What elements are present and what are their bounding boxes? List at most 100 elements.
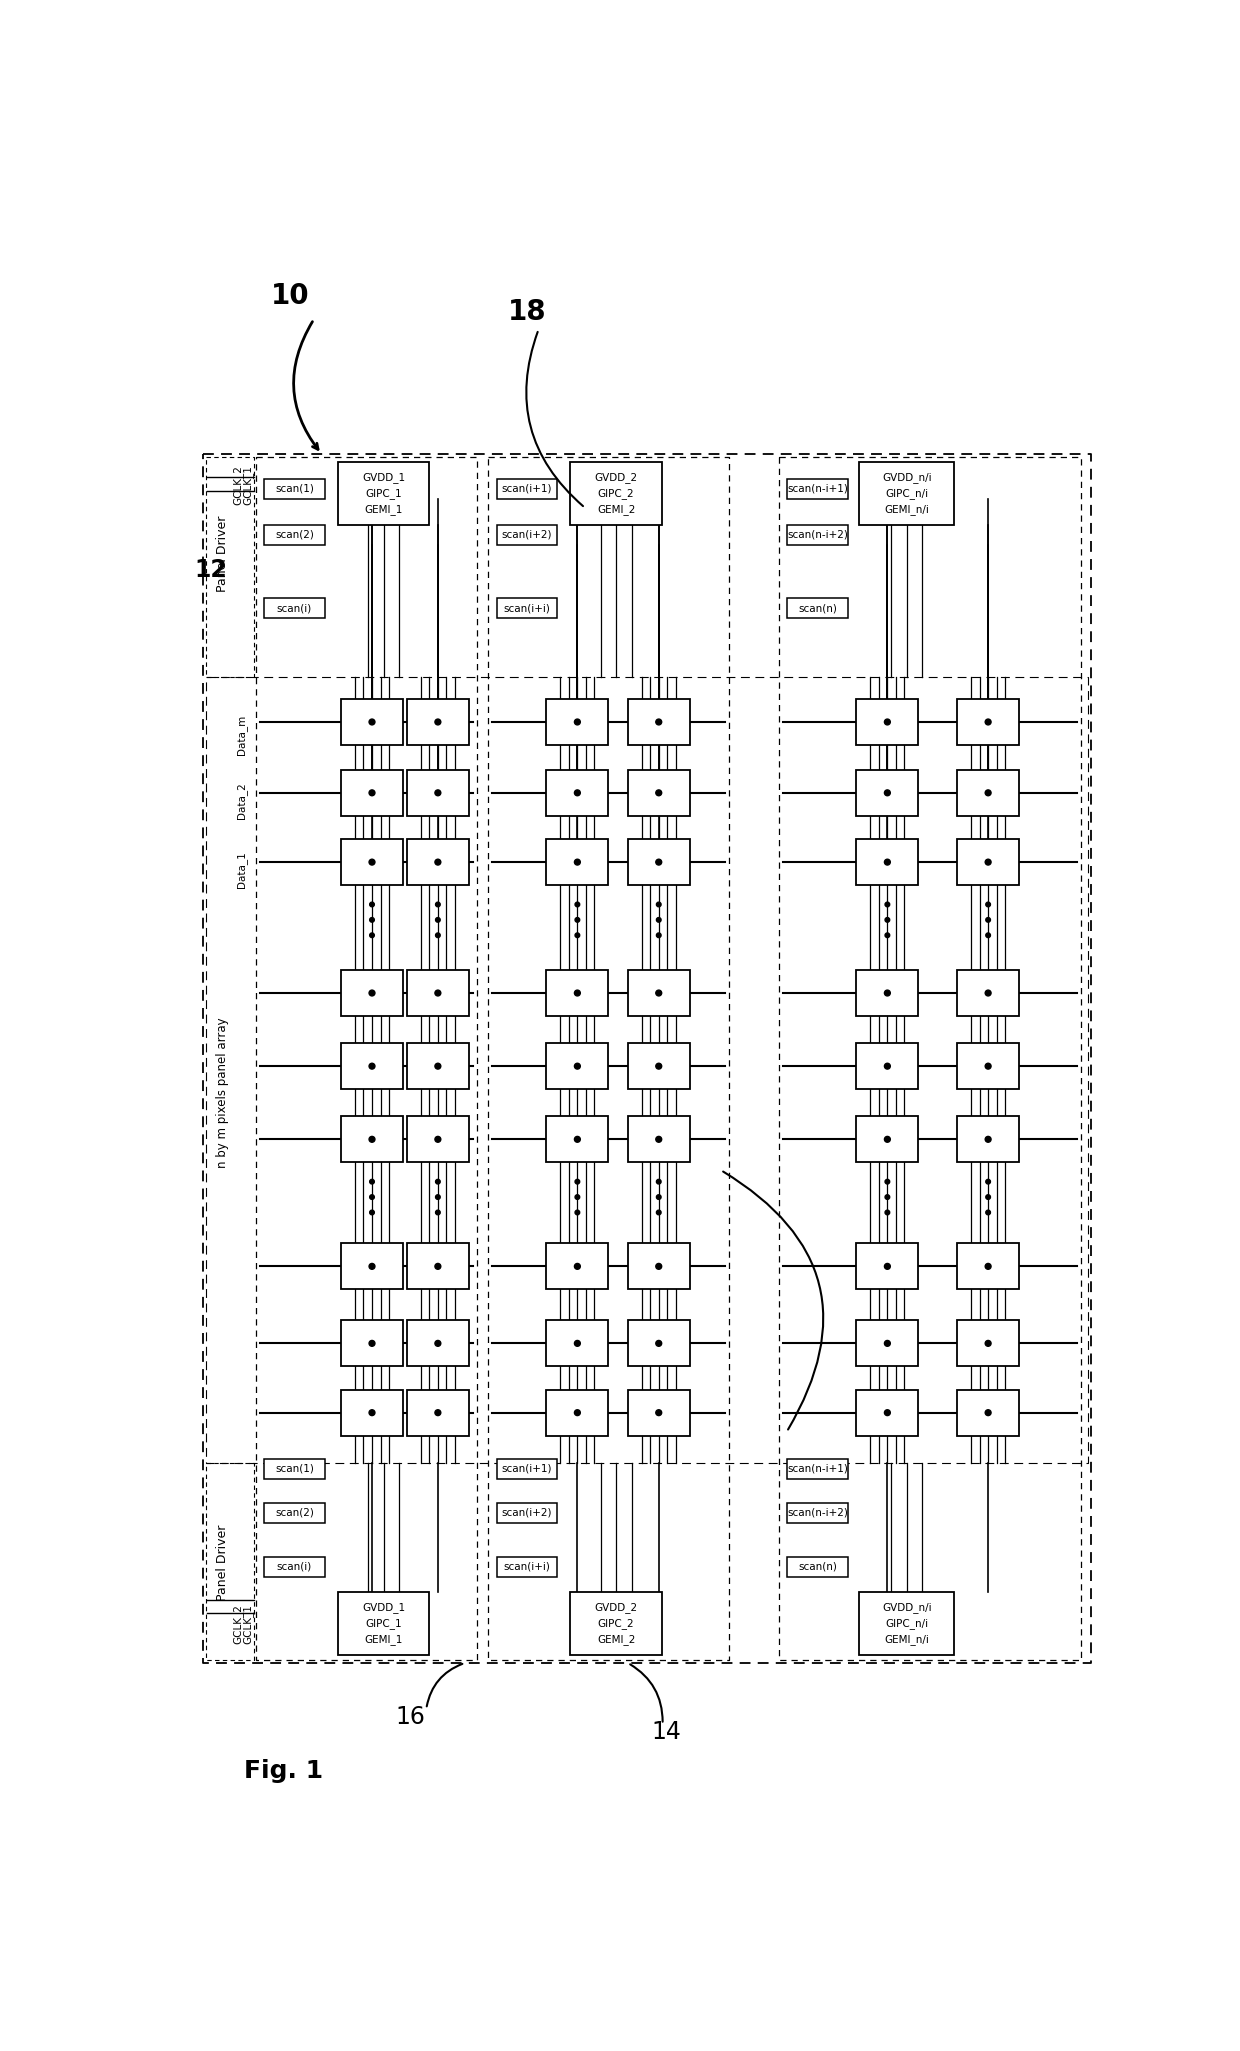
Bar [787,525,848,546]
Text: GEMI_1: GEMI_1 [365,1635,403,1645]
Bar [857,1391,919,1436]
Text: scan(i+i): scan(i+i) [503,603,551,613]
Bar [859,1592,954,1655]
Text: scan(i+2): scan(i+2) [502,529,552,539]
Bar [341,1044,403,1089]
Circle shape [575,917,580,923]
Circle shape [370,902,374,907]
Bar [787,1557,848,1577]
Text: GEMI_n/i: GEMI_n/i [884,505,929,515]
Circle shape [656,933,661,937]
Bar [407,970,469,1015]
Circle shape [884,859,890,866]
Bar [857,1321,919,1366]
Text: scan(n): scan(n) [799,1561,837,1571]
Circle shape [884,720,890,724]
Circle shape [435,902,440,907]
Text: scan(n-i+2): scan(n-i+2) [787,529,848,539]
Circle shape [574,1062,580,1069]
Text: n by m pixels panel array: n by m pixels panel array [216,1017,229,1169]
Circle shape [885,1179,890,1183]
Circle shape [435,859,441,866]
Circle shape [985,1062,991,1069]
Circle shape [985,1341,991,1345]
Circle shape [656,859,662,866]
Circle shape [435,1179,440,1183]
Text: GIPC_n/i: GIPC_n/i [885,1618,929,1628]
Circle shape [574,859,580,866]
Bar [957,970,1019,1015]
Circle shape [985,859,991,866]
Bar [497,1503,557,1522]
Circle shape [435,1062,441,1069]
Circle shape [370,1341,374,1345]
Text: 18: 18 [507,297,547,326]
Circle shape [985,1409,991,1415]
Circle shape [574,1263,580,1270]
Circle shape [574,790,580,796]
Text: scan(i): scan(i) [277,1561,312,1571]
Bar [264,1458,325,1479]
Bar [341,769,403,816]
Circle shape [884,1062,890,1069]
Text: Fig. 1: Fig. 1 [244,1758,324,1782]
Bar [407,1044,469,1089]
Bar [337,1592,429,1655]
Circle shape [575,1196,580,1200]
Bar [787,1458,848,1479]
Bar [547,1243,609,1290]
Text: scan(2): scan(2) [275,529,314,539]
Bar [407,839,469,886]
Bar [264,599,325,617]
Circle shape [370,933,374,937]
Text: GCLK_2: GCLK_2 [232,1604,243,1645]
Bar [859,461,954,525]
Circle shape [985,720,991,724]
Circle shape [574,1341,580,1345]
Circle shape [986,917,991,923]
Text: scan(n): scan(n) [799,603,837,613]
Bar [787,1503,848,1522]
Text: GIPC_1: GIPC_1 [366,1618,402,1628]
Circle shape [656,991,662,997]
Text: scan(i+i): scan(i+i) [503,1561,551,1571]
Bar [957,1321,1019,1366]
Circle shape [574,720,580,724]
Bar [341,1321,403,1366]
Circle shape [435,720,441,724]
Circle shape [656,1341,662,1345]
Text: Panel Driver: Panel Driver [216,517,229,593]
Bar [407,699,469,745]
Bar [407,1321,469,1366]
Circle shape [435,1341,441,1345]
Circle shape [885,917,890,923]
Circle shape [884,790,890,796]
Bar [341,1116,403,1163]
Circle shape [986,1210,991,1214]
Bar [627,1044,689,1089]
Text: scan(n-i+2): scan(n-i+2) [787,1507,848,1518]
Text: Data_2: Data_2 [237,781,247,818]
Bar [957,839,1019,886]
Circle shape [575,1179,580,1183]
Bar [497,478,557,498]
Bar [547,1044,609,1089]
Circle shape [985,991,991,997]
Circle shape [370,1409,374,1415]
Circle shape [656,1179,661,1183]
Circle shape [656,1210,661,1214]
Circle shape [986,902,991,907]
Bar [570,1592,662,1655]
Text: scan(1): scan(1) [275,1464,314,1475]
Text: 10: 10 [272,283,310,310]
Circle shape [656,917,661,923]
Bar [857,699,919,745]
Circle shape [575,902,580,907]
Bar [547,970,609,1015]
Circle shape [435,790,441,796]
Text: GEMI_n/i: GEMI_n/i [884,1635,929,1645]
Text: GEMI_1: GEMI_1 [365,505,403,515]
Circle shape [986,1179,991,1183]
Bar [857,839,919,886]
Bar [857,1243,919,1290]
